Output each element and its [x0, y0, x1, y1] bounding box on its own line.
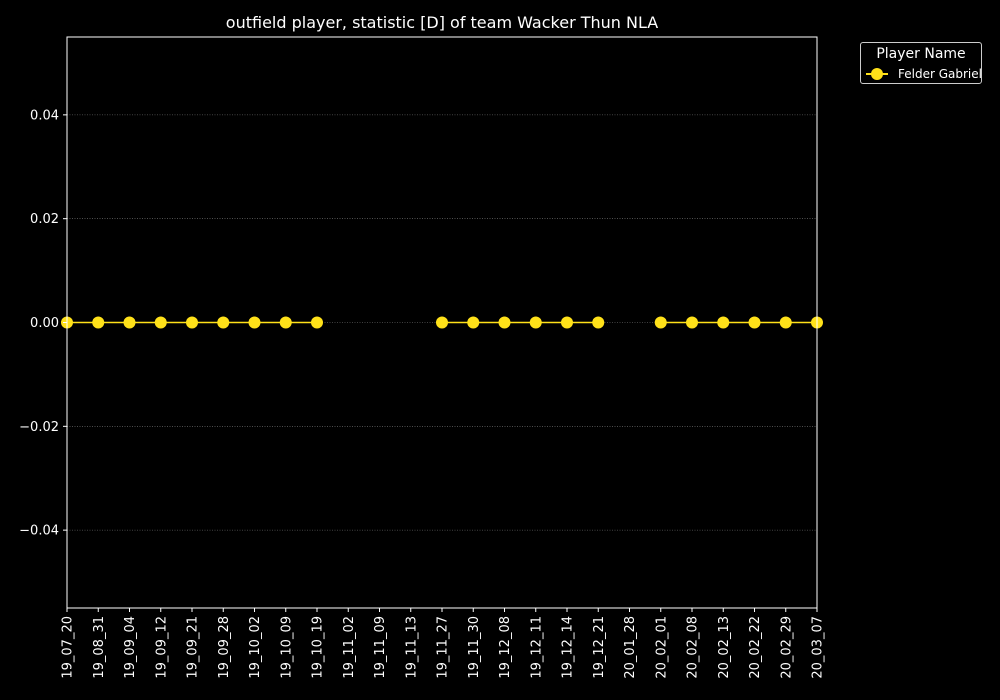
y-tick-label: −0.04 — [19, 524, 59, 539]
data-point — [467, 316, 480, 329]
data-point — [311, 316, 323, 329]
x-tick-label: 19_10_09 — [279, 616, 294, 679]
x-tick-label: 19_11_30 — [467, 616, 482, 679]
data-point — [779, 316, 792, 329]
data-point — [686, 316, 698, 329]
y-tick-label: 0.04 — [30, 108, 59, 123]
y-axis: −0.04 −0.02 0.00 0.02 0.04 — [19, 108, 67, 539]
x-tick-label: 19_11_09 — [373, 616, 388, 679]
x-tick-label: 20_02_01 — [654, 616, 669, 679]
series-points — [61, 316, 823, 329]
data-point — [279, 316, 292, 329]
legend-marker-swatch — [871, 68, 883, 80]
chart-title: outfield player, statistic [D] of team W… — [226, 13, 658, 32]
x-tick-label: 20_01_28 — [623, 616, 638, 679]
x-tick-label: 20_02_08 — [686, 616, 701, 679]
data-point — [529, 316, 542, 329]
x-axis: 19_07_20 19_08_31 19_09_04 19_09_12 19_09_21… — [61, 608, 826, 679]
y-tick-label: −0.02 — [19, 420, 59, 435]
data-point — [123, 316, 136, 329]
x-tick-label: 19_11_13 — [404, 616, 419, 679]
x-tick-label: 19_11_27 — [436, 616, 451, 679]
x-tick-label: 19_09_21 — [186, 616, 201, 679]
x-tick-label: 19_09_28 — [217, 616, 232, 679]
legend: Player Name Felder Gabriel — [860, 42, 982, 84]
data-point — [248, 316, 261, 329]
data-point — [154, 316, 167, 329]
legend-title: Player Name — [876, 46, 966, 62]
x-tick-label: 20_02_22 — [748, 616, 763, 679]
data-point — [436, 316, 448, 329]
data-point — [561, 316, 573, 329]
legend-entry-label: Felder Gabriel — [898, 67, 982, 81]
x-tick-label: 19_12_21 — [592, 616, 607, 679]
data-point — [92, 316, 105, 329]
x-tick-label: 19_10_02 — [248, 616, 263, 679]
x-tick-label: 19_09_12 — [154, 616, 169, 679]
data-point — [217, 316, 230, 329]
x-tick-label: 19_12_14 — [561, 616, 576, 679]
x-tick-label: 19_07_20 — [61, 616, 76, 679]
x-tick-label: 20_02_29 — [779, 616, 794, 679]
data-point — [717, 316, 730, 329]
data-point — [654, 316, 667, 329]
x-tick-label: 19_11_02 — [342, 616, 357, 679]
x-tick-label: 19_09_04 — [123, 616, 138, 679]
x-tick-label: 19_08_31 — [92, 616, 107, 679]
data-point — [498, 316, 511, 329]
y-tick-label: 0.00 — [30, 316, 59, 331]
x-tick-label: 20_02_13 — [717, 616, 732, 679]
data-point — [748, 316, 761, 329]
x-tick-label: 19_12_08 — [498, 616, 513, 679]
y-tick-label: 0.02 — [30, 212, 59, 227]
x-tick-label: 20_03_07 — [811, 616, 826, 679]
data-point — [592, 316, 605, 329]
x-tick-label: 19_10_19 — [311, 616, 326, 679]
data-point — [186, 316, 198, 329]
x-tick-label: 19_12_11 — [529, 616, 544, 679]
